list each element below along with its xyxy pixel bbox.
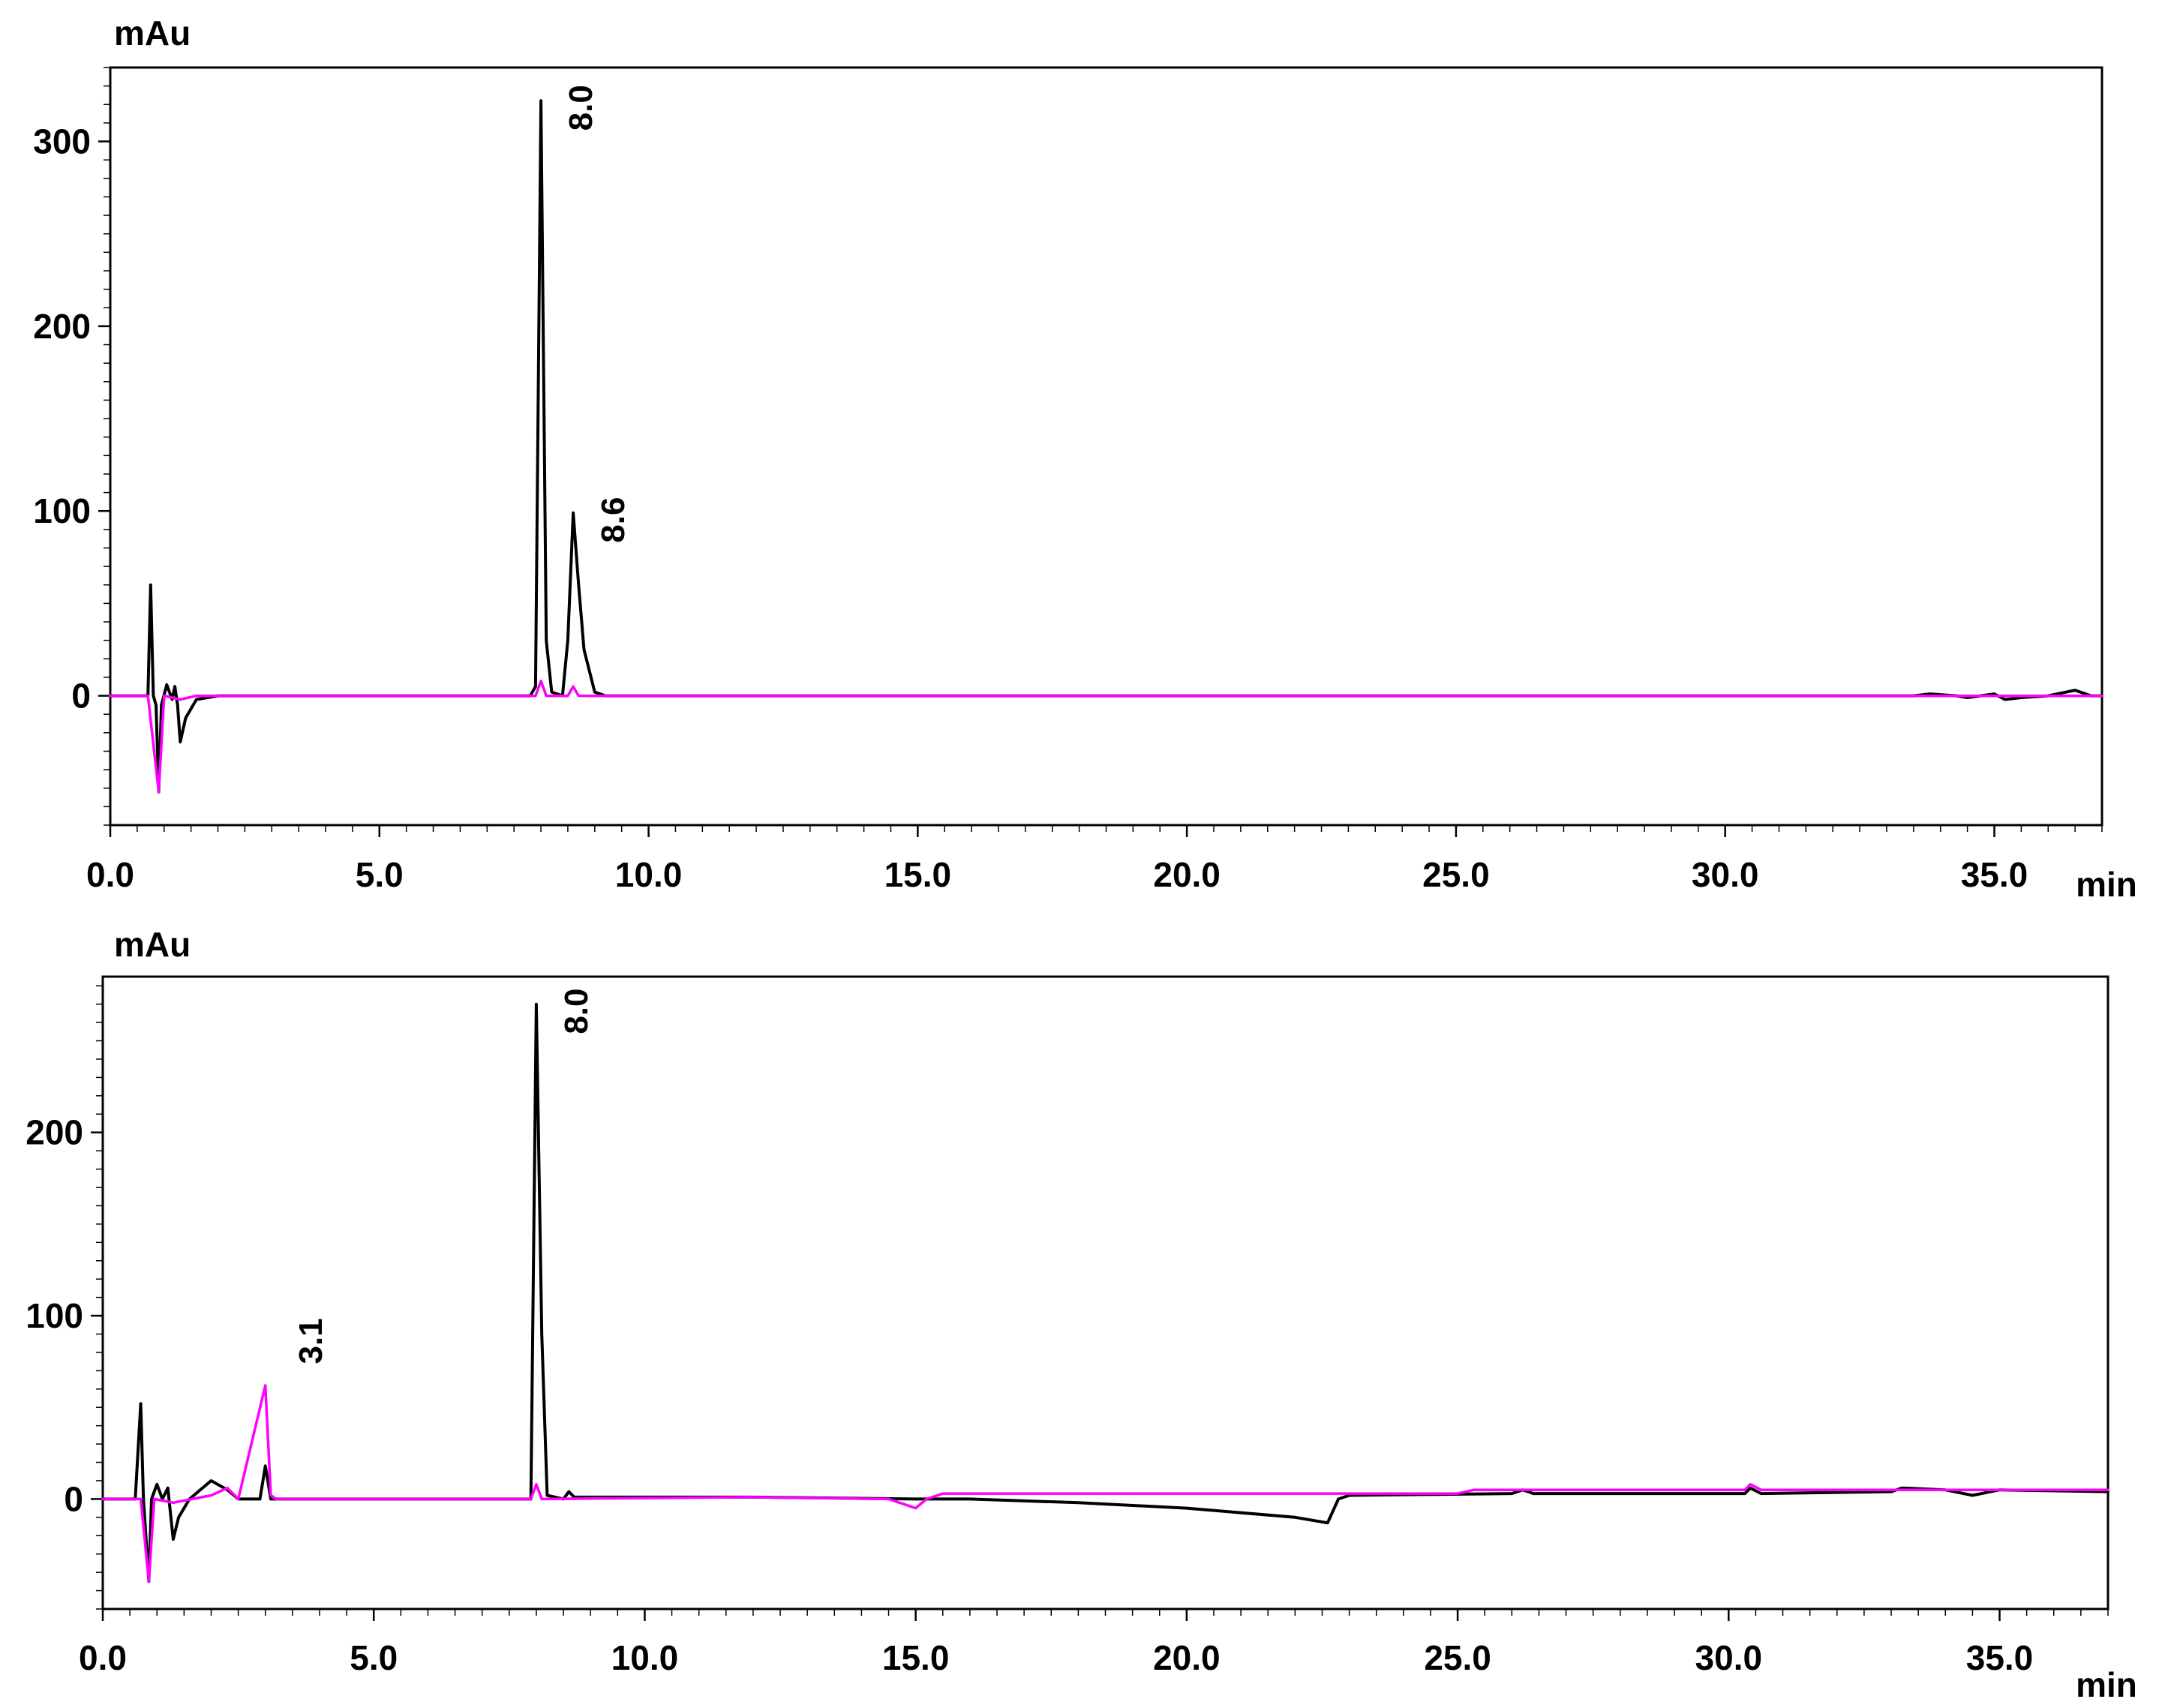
y-tick-label: 200 [26,1113,83,1152]
x-axis-unit-label: min [2076,865,2137,904]
x-tick-label: 5.0 [350,1638,398,1677]
x-tick-label: 0.0 [86,855,134,894]
series-1-trace [109,99,2103,794]
x-tick-label: 20.0 [1153,855,1221,894]
y-tick-label: 100 [33,491,91,530]
x-tick-label: 25.0 [1424,1638,1491,1677]
y-axis-unit-label: mAu [114,14,191,53]
x-tick-label: 5.0 [356,855,404,894]
peak-label: 8.0 [563,85,599,131]
x-tick-label: 30.0 [1695,1638,1763,1677]
x-tick-label: 35.0 [1966,1638,2034,1677]
y-tick-label: 0 [64,1479,83,1518]
peak-label: 8.0 [558,988,595,1034]
y-tick-label: 200 [33,307,91,346]
series-2-trace [109,680,2103,794]
x-tick-label: 15.0 [882,1638,950,1677]
x-tick-label: 20.0 [1153,1638,1221,1677]
chart-panel-1: mAu min 0 100 200 300 0.0 5.0 10.0 15.0 20.0 25.0 30… [33,14,2137,904]
y-tick-label: 300 [33,122,91,161]
chart-panel-2: mAu min 0 100 200 0.0 5.0 10.0 15.0 20.0 25.0 30.0 3… [26,925,2137,1704]
x-tick-label: 10.0 [611,1638,679,1677]
x-tick-label: 35.0 [1961,855,2028,894]
plot-frame [109,66,2103,827]
series-2-trace [101,1384,2109,1583]
x-axis-unit-label: min [2076,1665,2137,1704]
x-tick-label: 25.0 [1422,855,1490,894]
x-tick-label: 0.0 [79,1638,127,1677]
x-tick-label: 30.0 [1692,855,1759,894]
peak-label: 8.6 [595,497,632,543]
y-axis-unit-label: mAu [114,925,191,964]
x-tick-label: 15.0 [884,855,952,894]
y-tick-label: 100 [26,1296,83,1335]
y-tick-label: 0 [71,677,91,716]
peak-label: 3.1 [293,1318,329,1364]
x-tick-label: 10.0 [615,855,683,894]
series-1-trace [101,1002,2109,1583]
plot-frame [101,975,2109,1610]
